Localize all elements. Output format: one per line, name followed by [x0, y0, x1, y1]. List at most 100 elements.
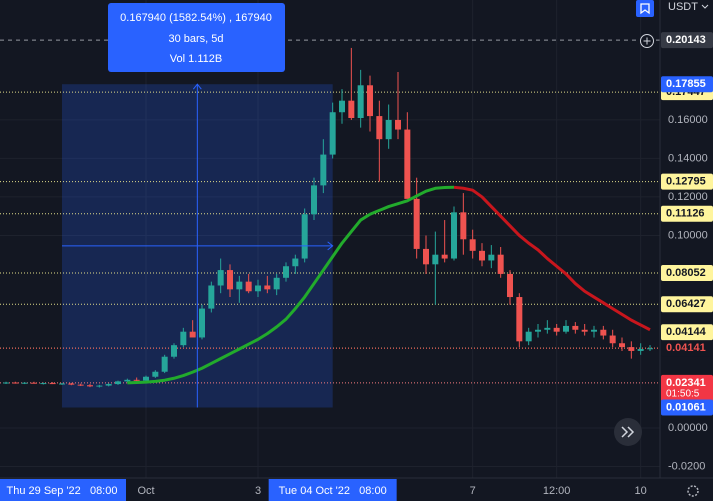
price-tag-label: 0.11126: [666, 208, 705, 220]
dropdown-caret: [701, 4, 709, 9]
candle-body: [143, 376, 149, 381]
candle-body: [283, 266, 289, 278]
candle-body: [516, 297, 523, 342]
candle-body: [628, 347, 635, 351]
candle-body: [469, 239, 476, 251]
candle-body: [245, 281, 252, 292]
chevrons-icon: [621, 426, 635, 438]
x-highlight-label-bg: [0, 479, 126, 501]
settings-icon[interactable]: [687, 485, 699, 497]
candle-body: [404, 129, 411, 199]
y-tick-label: 0.10000: [668, 229, 708, 241]
price-tag-label: 0.06427: [666, 298, 706, 310]
candle-body: [133, 379, 140, 381]
grid: [0, 0, 660, 478]
candle-body: [68, 383, 75, 385]
candle-body: [619, 343, 625, 348]
candle-body: [292, 258, 299, 267]
price-tag-label: 0.12795: [666, 176, 706, 188]
candle-body: [208, 285, 215, 309]
candle-body: [507, 273, 513, 298]
currency-label[interactable]: USDT: [668, 1, 698, 13]
candle-body: [171, 345, 177, 357]
candle-body: [544, 327, 551, 330]
plus-icon: [643, 37, 651, 45]
x-tick-label: 7: [470, 485, 476, 497]
candle-body: [647, 348, 653, 350]
candle-body: [591, 329, 597, 332]
x-tick-label: Tue 04 Oct '22 08:00: [279, 485, 387, 497]
tooltip-box: [108, 3, 285, 72]
candle-body: [497, 254, 504, 274]
y-tick-label: 0.00000: [668, 422, 708, 434]
price-tag: [661, 76, 713, 93]
moving-average: [127, 185, 455, 385]
candle-body: [152, 371, 159, 377]
candle-body: [96, 385, 103, 387]
arrow-head: [327, 241, 334, 251]
candle-body: [609, 335, 616, 344]
price-tag: [661, 399, 713, 416]
candle-body: [339, 100, 345, 113]
candle-body: [255, 285, 261, 292]
price-tag: [661, 340, 713, 357]
x-tick-label: 10: [635, 485, 647, 497]
price-tag-label: 0.01061: [666, 401, 706, 413]
candle-body: [572, 325, 579, 330]
candle-body: [49, 383, 56, 385]
candle-body: [87, 385, 93, 387]
price-tag: [661, 264, 713, 281]
price-tag-label: 0.20143: [666, 34, 706, 46]
candle-body: [385, 119, 392, 140]
candle-body: [199, 308, 205, 338]
candle-body: [395, 119, 401, 130]
candle-body: [367, 85, 373, 117]
candle-body: [423, 248, 429, 265]
price-tag-label: 0.17855: [666, 78, 706, 90]
x-tick-label: Oct: [137, 485, 154, 497]
candle-body: [320, 154, 327, 186]
candle-body: [413, 198, 420, 249]
plot: [0, 39, 660, 388]
tooltip-text: 30 bars, 5d: [168, 33, 223, 45]
price-tag: [661, 205, 713, 222]
price-tag: [661, 296, 713, 313]
candle-body: [31, 382, 37, 384]
candle-body: [600, 329, 607, 336]
candle-body: [460, 212, 467, 240]
price-tag: [661, 173, 713, 190]
x-highlight-label-bg: [268, 479, 397, 501]
candle-body: [563, 325, 569, 332]
candle-body: [441, 254, 448, 259]
candle-body: [525, 331, 532, 342]
candle-body: [535, 329, 541, 332]
candle-body: [227, 270, 233, 290]
candle-body: [348, 100, 355, 119]
candle-body: [189, 331, 196, 338]
candle-body: [3, 382, 9, 384]
y-tick-label: 0.12000: [668, 191, 708, 203]
candle-body: [273, 277, 280, 290]
axis: 0.16000 0.14000 0.12000 0.10000 0.00000 -0.02…: [0, 32, 713, 501]
candle-body: [357, 85, 364, 119]
candle-body: [432, 254, 439, 265]
candle-body: [161, 356, 168, 372]
tooltip-text: 0.167940 (1582.54%) , 167940: [120, 12, 272, 24]
candle-body: [77, 384, 84, 386]
price-tag-label: 0.04141: [666, 342, 706, 354]
price-tag: [661, 324, 713, 341]
tooltip-text: Vol 1.112B: [170, 53, 222, 65]
candle-body: [637, 349, 644, 351]
price-tag-label: 0.02341: [666, 377, 706, 389]
price-tag-label: 0.08052: [666, 267, 706, 279]
candle-body: [301, 214, 308, 259]
candle-body: [264, 285, 271, 290]
candle-body: [376, 116, 383, 140]
candle-body: [180, 331, 187, 346]
moving-average: [453, 185, 651, 332]
toolbar-button[interactable]: [636, 0, 654, 17]
candle-body: [311, 185, 317, 215]
candle-body: [479, 250, 485, 261]
